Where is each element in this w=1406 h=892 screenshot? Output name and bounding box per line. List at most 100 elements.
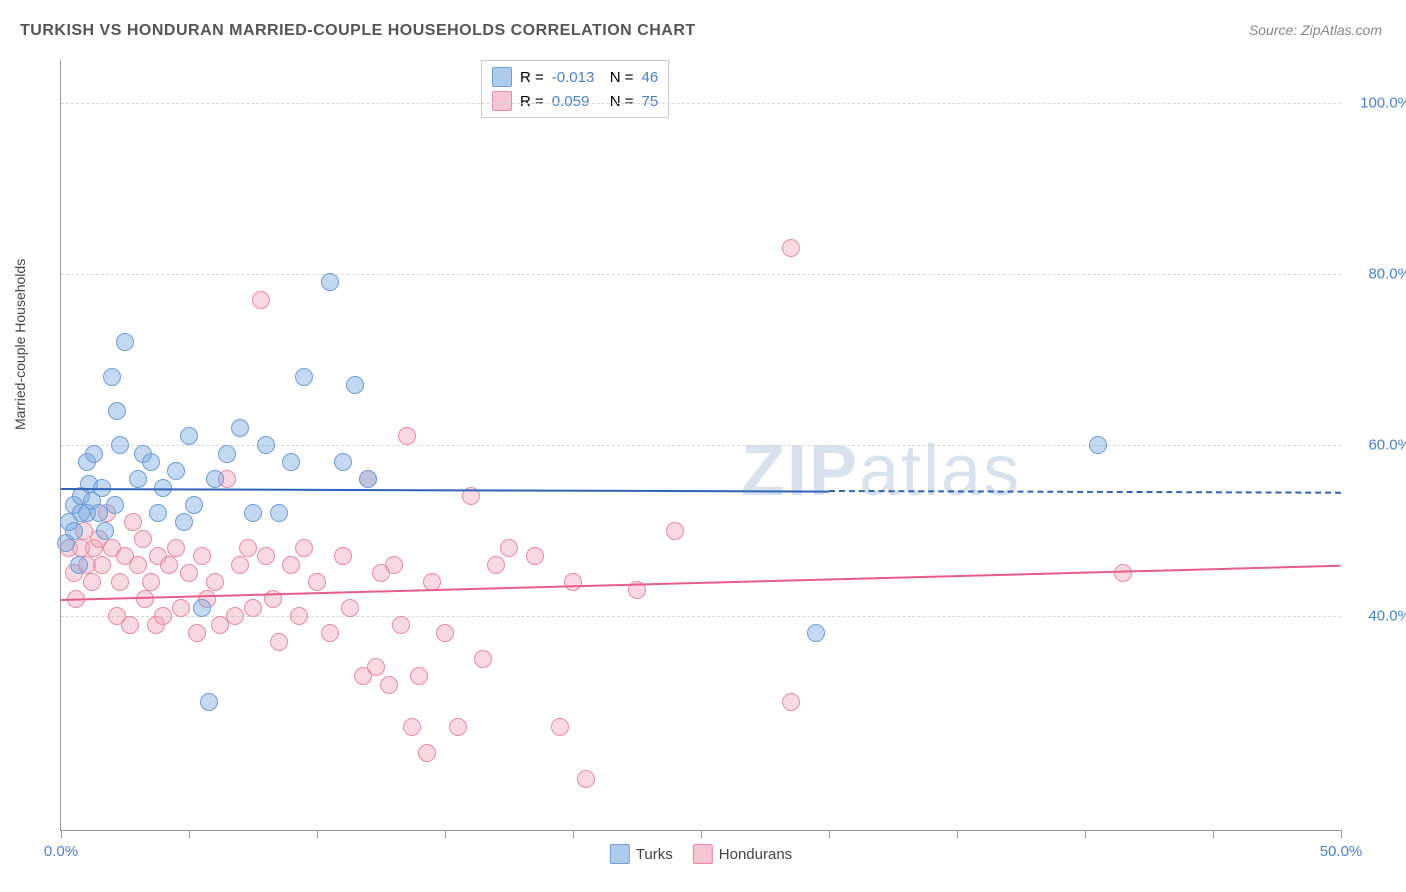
xtick-label: 0.0% <box>44 843 78 860</box>
n-label: N = <box>610 93 634 110</box>
turks-point <box>180 427 198 445</box>
hondurans-point <box>321 624 339 642</box>
xtick <box>957 830 958 838</box>
xtick <box>1085 830 1086 838</box>
hondurans-point <box>290 607 308 625</box>
turks-point <box>103 368 121 386</box>
hondurans-point <box>577 770 595 788</box>
turks-point <box>65 522 83 540</box>
hondurans-point <box>367 658 385 676</box>
xtick-label: 50.0% <box>1320 843 1363 860</box>
r-value-hondurans: 0.059 <box>552 93 602 110</box>
turks-point <box>206 470 224 488</box>
hondurans-point <box>154 607 172 625</box>
turks-point <box>149 504 167 522</box>
turks-point <box>244 504 262 522</box>
swatch-hondurans <box>492 91 512 111</box>
hondurans-point <box>782 239 800 257</box>
n-label: N = <box>610 69 634 86</box>
legend-item-hondurans: Hondurans <box>693 844 792 864</box>
watermark-atlas: atlas <box>859 431 1021 511</box>
turks-point <box>257 436 275 454</box>
turks-point <box>346 376 364 394</box>
hondurans-point <box>93 556 111 574</box>
hondurans-point <box>226 607 244 625</box>
turks-point <box>807 624 825 642</box>
hondurans-point <box>121 616 139 634</box>
hondurans-point <box>436 624 454 642</box>
hondurans-point <box>666 522 684 540</box>
swatch-hondurans-icon <box>693 844 713 864</box>
hondurans-point <box>418 744 436 762</box>
hondurans-point <box>83 573 101 591</box>
hondurans-point <box>129 556 147 574</box>
hondurans-point <box>380 676 398 694</box>
source-label: Source: ZipAtlas.com <box>1249 22 1382 38</box>
hondurans-point <box>231 556 249 574</box>
watermark: ZIPatlas <box>741 430 1021 512</box>
hondurans-point <box>111 573 129 591</box>
ytick-label: 100.0% <box>1351 94 1406 111</box>
hondurans-point <box>270 633 288 651</box>
n-value-turks: 46 <box>642 69 659 86</box>
hondurans-point <box>239 539 257 557</box>
xtick <box>189 830 190 838</box>
hondurans-point <box>398 427 416 445</box>
hondurans-point <box>1114 564 1132 582</box>
r-value-turks: -0.013 <box>552 69 602 86</box>
hondurans-point <box>124 513 142 531</box>
xtick <box>445 830 446 838</box>
xtick <box>701 830 702 838</box>
hondurans-point <box>782 693 800 711</box>
xtick <box>61 830 62 838</box>
turks-point <box>116 333 134 351</box>
n-value-hondurans: 75 <box>642 93 659 110</box>
xtick <box>829 830 830 838</box>
hondurans-point <box>551 718 569 736</box>
swatch-turks <box>492 67 512 87</box>
turks-point <box>282 453 300 471</box>
hondurans-point <box>385 556 403 574</box>
plot-area: ZIPatlas R = -0.013 N = 46 R = 0.059 N =… <box>60 60 1341 831</box>
turks-point <box>231 419 249 437</box>
turks-point <box>1089 436 1107 454</box>
turks-point <box>218 445 236 463</box>
turks-point <box>142 453 160 471</box>
turks-point <box>321 273 339 291</box>
hondurans-point <box>392 616 410 634</box>
hondurans-point <box>487 556 505 574</box>
hondurans-point <box>172 599 190 617</box>
trend-line <box>829 490 1341 494</box>
turks-point <box>111 436 129 454</box>
turks-point <box>334 453 352 471</box>
hondurans-point <box>134 530 152 548</box>
turks-point <box>108 402 126 420</box>
turks-point <box>85 445 103 463</box>
gridline <box>61 103 1341 104</box>
gridline <box>61 445 1341 446</box>
turks-point <box>185 496 203 514</box>
turks-point <box>70 556 88 574</box>
turks-point <box>295 368 313 386</box>
ytick-label: 80.0% <box>1351 265 1406 282</box>
hondurans-point <box>410 667 428 685</box>
hondurans-point <box>244 599 262 617</box>
xtick <box>317 830 318 838</box>
turks-point <box>167 462 185 480</box>
xtick <box>573 830 574 838</box>
hondurans-point <box>282 556 300 574</box>
hondurans-point <box>180 564 198 582</box>
hondurans-point <box>526 547 544 565</box>
hondurans-point <box>142 573 160 591</box>
hondurans-point <box>252 291 270 309</box>
hondurans-point <box>403 718 421 736</box>
legend-label-turks: Turks <box>636 846 673 863</box>
legend-bottom: Turks Hondurans <box>610 844 792 864</box>
turks-point <box>270 504 288 522</box>
hondurans-point <box>500 539 518 557</box>
xtick <box>1341 830 1342 838</box>
turks-point <box>359 470 377 488</box>
trend-line <box>61 565 1341 601</box>
legend-row-hondurans: R = 0.059 N = 75 <box>492 89 658 113</box>
legend-label-hondurans: Hondurans <box>719 846 792 863</box>
